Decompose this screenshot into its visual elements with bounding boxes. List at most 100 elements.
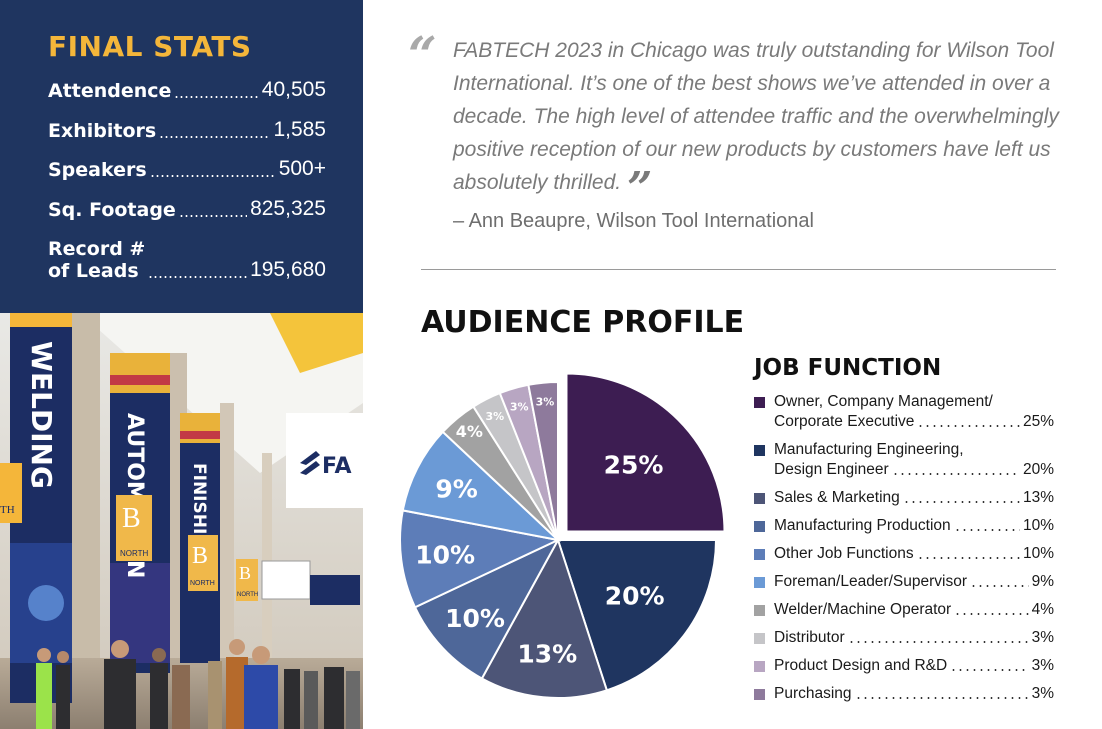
legend-item: Welder/Machine Operator 4% [754,600,1054,620]
stat-row-sq-footage: Sq. Footage 825,325 [48,197,326,221]
legend-item: Manufacturing Engineering, Design Enginee… [754,440,1054,480]
stat-row-speakers: Speakers 500+ [48,157,326,181]
legend-swatch [754,397,765,408]
stat-label: Speakers [48,159,147,181]
legend-label: Design Engineer [774,461,889,478]
job-function-pie-chart: 25%20%13%10%10%9%4%3%3% 3% [399,372,726,699]
legend-value: 3% [1031,685,1054,702]
legend-item: Distributor 3% [754,628,1054,648]
legend-value-row: Product Design and R&D 3% [754,656,1054,676]
pie-slice-label: 20% [605,582,665,611]
legend-swatch [754,549,765,560]
legend-label: Manufacturing Engineering, [774,441,964,458]
pie-slice-label: 10% [445,604,505,633]
legend-value: 10% [1022,517,1054,534]
pie-slice-label: 3% [536,396,555,409]
legend-item: Manufacturing Production 10% [754,516,1054,536]
pie-slice-label: 9% [435,474,477,503]
leader-dots [847,641,1029,643]
pie-slice [565,372,726,533]
legend-label: Corporate Executive [774,413,915,430]
legend-label: Manufacturing Production [774,517,951,534]
pie-slice [401,430,562,542]
pie-slice [413,537,561,680]
stat-label: Exhibitors [48,120,157,142]
hall-sign-edge-text: TH [0,504,15,516]
pie-slice [556,539,718,692]
hall-sign-edge [0,463,22,523]
legend-swatch [754,493,765,504]
legend-label: Other Job Functions [774,545,914,562]
legend-item: Product Design and R&D 3% [754,656,1054,676]
legend-label: Product Design and R&D [774,657,948,674]
legend-value-row: Foreman/Leader/Supervisor 9% [754,572,1054,592]
svg-text:NORTH: NORTH [120,549,149,558]
hall-sign-b2: B NORTH [188,535,218,591]
stat-row-attendence: Attendence 40,505 [48,78,326,102]
legend-label: Sales & Marketing [774,489,900,506]
stat-label-line2: of Leads [48,260,139,282]
section-title: AUDIENCE PROFILE [421,305,745,340]
convention-hall-photo: WELDING TH AUTOMATION FINISHING B NORTH … [0,313,363,729]
legend-swatch [754,661,765,672]
legend-swatch [754,633,765,644]
legend-value-row: Welder/Machine Operator 4% [754,600,1054,620]
pie-slice [399,509,562,609]
fabtech-sign: FA [286,413,363,508]
svg-text:B: B [239,563,251,583]
stat-label: Record # of Leads [48,238,145,282]
legend-label: Welder/Machine Operator [774,601,952,618]
leader-dots [174,96,259,98]
booth-sign [310,575,360,605]
legend-item: Sales & Marketing 13% [754,488,1054,508]
legend-value-row: Purchasing 3% [754,684,1054,704]
legend-title: JOB FUNCTION [754,355,942,381]
pie-slice-label: 13% [517,639,577,668]
leader-dots [148,276,248,278]
leader-dots [159,136,271,138]
quote-close-icon: ” [627,163,653,214]
legend-label: Distributor [774,629,845,646]
final-stats-panel: FINAL STATS Attendence 40,505 Exhibitors… [0,0,363,313]
banner-welding-text: WELDING [25,341,58,489]
legend-swatch [754,605,765,616]
legend-item: Other Job Functions 10% [754,544,1054,564]
svg-text:B: B [192,543,208,569]
quote-body: FABTECH 2023 in Chicago was truly outsta… [453,39,1059,194]
leader-dots [950,669,1029,671]
stat-row-exhibitors: Exhibitors 1,585 [48,118,326,142]
legend-item: Owner, Company Management/Corporate Exec… [754,392,1054,432]
pie-slice-label: 4% [456,422,483,441]
legend-value-row: Other Job Functions 10% [754,544,1054,564]
legend-item: Purchasing 3% [754,684,1054,704]
pie-slice [480,537,609,699]
leader-dots [917,425,1020,427]
legend-swatch [754,689,765,700]
stat-value: 500+ [278,157,326,180]
legend-label: Foreman/Leader/Supervisor [774,573,967,590]
legend-label: Owner, Company Management/ [774,393,993,410]
leader-dots [891,473,1020,475]
svg-text:NORTH: NORTH [190,580,215,587]
legend-value: 25% [1022,413,1054,430]
legend-value-row: Sales & Marketing 13% [754,488,1054,508]
leader-dots [954,613,1029,615]
leader-dots [854,697,1029,699]
legend-value-row: Corporate Executive 25% [754,412,1054,432]
pie-slice [527,380,559,541]
final-stats-title: FINAL STATS [48,30,252,63]
legend-value-row: Design Engineer 20% [754,460,1054,480]
testimonial-quote: FABTECH 2023 in Chicago was truly outsta… [453,34,1063,211]
legend-value: 3% [1031,629,1054,646]
hall-sign-b1: B NORTH [116,495,152,561]
legend-value: 3% [1031,657,1054,674]
ceiling-yellow-beam [270,313,363,373]
stat-label: Attendence [48,80,172,102]
legend-value: 10% [1022,545,1054,562]
legend-value: 13% [1022,489,1054,506]
legend-value-row: Manufacturing Production 10% [754,516,1054,536]
svg-text:B: B [122,503,141,534]
stat-value: 1,585 [273,118,326,141]
legend-value: 20% [1022,461,1054,478]
legend-value-row: Distributor 3% [754,628,1054,648]
